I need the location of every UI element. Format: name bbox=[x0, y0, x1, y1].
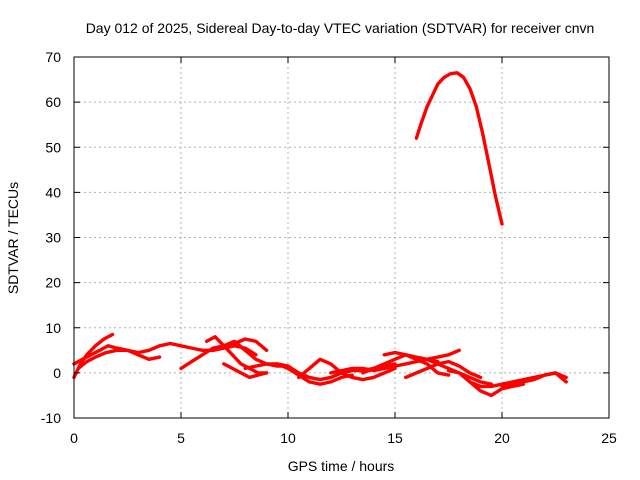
x-tick-label: 20 bbox=[494, 430, 510, 446]
gridlines bbox=[74, 57, 609, 418]
y-tick-label: 50 bbox=[45, 139, 61, 155]
y-tick-label: 30 bbox=[45, 230, 61, 246]
x-axis: 0 5 10 15 20 25 bbox=[70, 57, 617, 446]
x-tick-label: 25 bbox=[601, 430, 617, 446]
y-tick-label: 70 bbox=[45, 49, 61, 65]
y-axis: -10 0 10 20 30 40 50 60 70 bbox=[41, 49, 609, 426]
series-line-track3 bbox=[76, 348, 162, 371]
series-line-track10 bbox=[297, 357, 397, 382]
x-tick-label: 0 bbox=[70, 430, 78, 446]
series-line-track5 bbox=[204, 335, 269, 375]
series-line-track13 bbox=[382, 350, 451, 377]
series-line-track11 bbox=[329, 348, 461, 375]
x-tick-label: 10 bbox=[280, 430, 296, 446]
series-line-track19 bbox=[414, 71, 504, 226]
series-line-track17 bbox=[468, 380, 526, 398]
y-tick-label: 20 bbox=[45, 275, 61, 291]
series-layer bbox=[72, 71, 568, 398]
series-line-track12 bbox=[361, 353, 440, 375]
y-tick-label: 10 bbox=[45, 320, 61, 336]
series-line-track2 bbox=[72, 332, 115, 380]
series-line-track18 bbox=[500, 371, 568, 389]
chart-title: Day 012 of 2025, Sidereal Day-to-day VTE… bbox=[86, 20, 595, 36]
x-tick-label: 5 bbox=[177, 430, 185, 446]
series-line-track9 bbox=[275, 362, 354, 386]
x-tick-label: 15 bbox=[387, 430, 403, 446]
x-axis-label: GPS time / hours bbox=[288, 458, 395, 474]
y-tick-label: 60 bbox=[45, 94, 61, 110]
y-tick-label: 0 bbox=[53, 365, 61, 381]
y-tick-label: -10 bbox=[41, 410, 61, 426]
series-line-track7 bbox=[222, 362, 269, 380]
series-line-track6 bbox=[211, 339, 290, 368]
y-axis-label: SDTVAR / TECUs bbox=[5, 182, 21, 294]
series-line-track14 bbox=[404, 359, 483, 380]
y-tick-label: 40 bbox=[45, 184, 61, 200]
